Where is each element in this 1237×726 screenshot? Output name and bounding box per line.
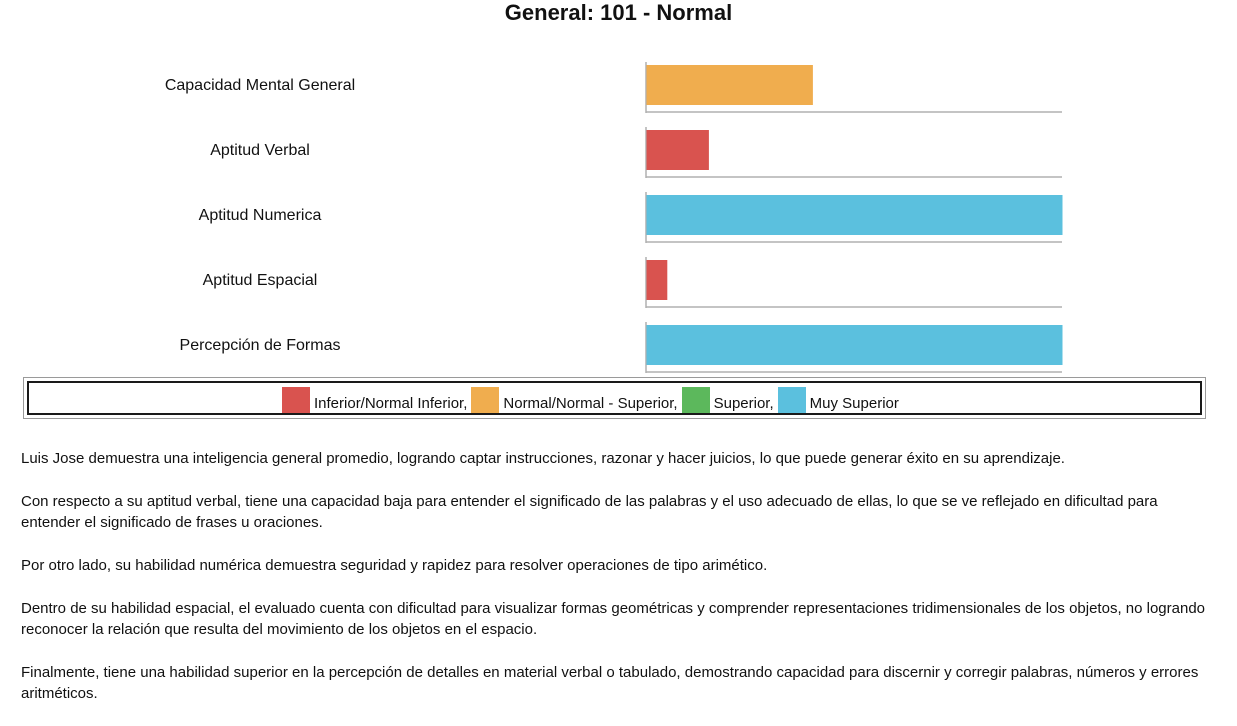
paragraph-espacial: Dentro de su habilidad espacial, el eval… [21, 600, 1206, 638]
category-label: Capacidad Mental General [165, 77, 355, 94]
legend-label: Normal/Normal - Superior, [503, 395, 678, 412]
bar-chart: Capacidad Mental General Aptitud Verbal Ap… [165, 62, 1063, 373]
legend-swatch [471, 387, 500, 413]
report-text: Luis Jose demuestra una inteligencia gen… [21, 448, 1216, 726]
bar-1 [646, 130, 709, 170]
legend: Inferior/Normal Inferior, Normal/Normal … [23, 377, 1206, 419]
category-label: Aptitud Verbal [210, 142, 310, 159]
category-label: Percepción de Formas [180, 337, 341, 354]
legend-label: Muy Superior [809, 395, 899, 412]
bar-4 [646, 325, 1063, 365]
legend-label: Inferior/Normal Inferior, [314, 395, 468, 412]
legend-swatch [681, 387, 710, 413]
category-label: Aptitud Numerica [199, 207, 322, 224]
chart-title: General: 101 - Normal [504, 0, 733, 25]
legend-swatch [777, 387, 806, 413]
paragraph-general: Luis Jose demuestra una inteligencia gen… [21, 450, 1065, 467]
legend-swatch [282, 387, 310, 413]
legend-item-inferior: Inferior/Normal Inferior, [282, 387, 467, 413]
legend-frame: Inferior/Normal Inferior, Normal/Normal … [27, 381, 1202, 415]
legend-label: Superior, [713, 395, 774, 412]
legend-item-superior: Superior, [681, 387, 774, 413]
bar-3 [646, 260, 668, 300]
legend-item-muy-superior: Muy Superior [777, 387, 899, 413]
category-label: Aptitud Espacial [203, 272, 318, 289]
paragraph-numerica: Por otro lado, su habilidad numérica dem… [21, 557, 768, 574]
legend-item-normal: Normal/Normal - Superior, [471, 387, 678, 413]
legend-items: Inferior/Normal Inferior, Normal/Normal … [282, 385, 903, 413]
paragraph-formas: Finalmente, tiene una habilidad superior… [21, 664, 1199, 702]
bar-2 [646, 195, 1063, 235]
bar-0 [646, 65, 813, 105]
paragraph-verbal: Con respecto a su aptitud verbal, tiene … [21, 493, 1158, 531]
